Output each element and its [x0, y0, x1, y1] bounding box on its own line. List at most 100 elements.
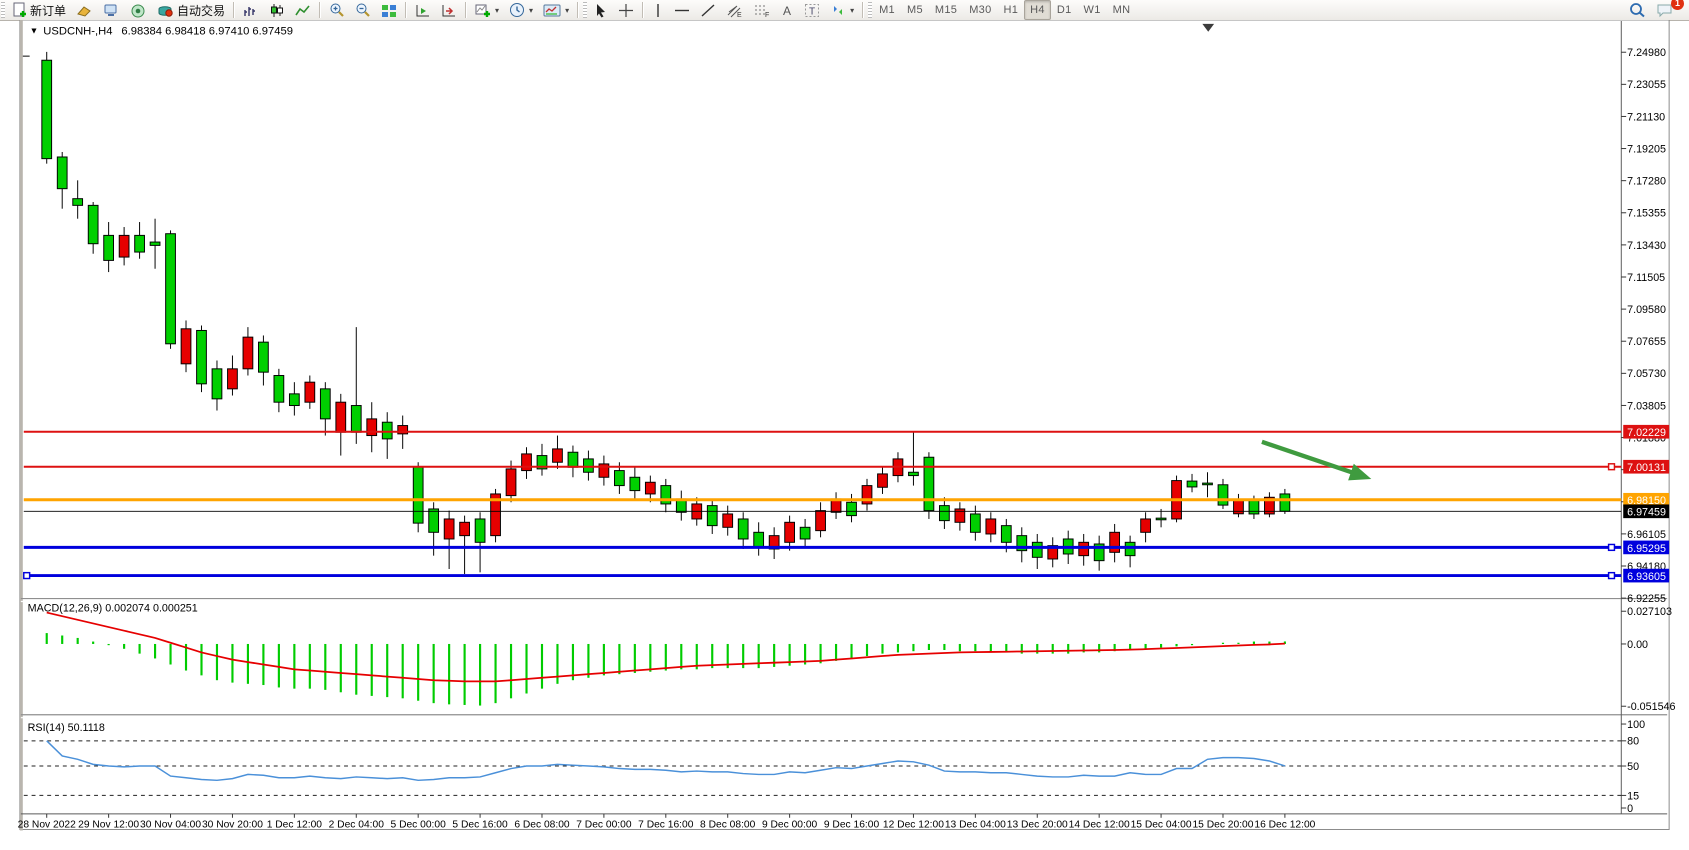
toolbar-drag-handle[interactable] — [868, 2, 873, 18]
price-tick-label: 7.17280 — [1627, 176, 1666, 188]
time-tick-label: 13 Dec 04:00 — [945, 820, 1006, 831]
candle — [939, 505, 950, 522]
timeframe-w1-button[interactable]: W1 — [1083, 4, 1101, 16]
indicators-button[interactable]: ▾ — [470, 0, 504, 20]
candle — [660, 485, 672, 505]
toolbar-separator — [642, 2, 645, 18]
candle — [1279, 493, 1291, 512]
trend-arrow-head[interactable] — [1348, 463, 1372, 481]
line-handle[interactable] — [1607, 543, 1616, 552]
chart-canvas[interactable]: ▼ USDCNH-,H4 6.98384 6.98418 6.97410 6.974… — [0, 20, 1689, 850]
chart-quote-line: 6.98384 6.98418 6.97410 6.97459 — [121, 26, 293, 38]
price-level-badge — [1623, 568, 1670, 583]
text-button[interactable]: A — [775, 0, 799, 20]
toolbar-drag-handle[interactable] — [1, 2, 5, 18]
toolbar-separator — [577, 2, 580, 18]
vertical-line-button[interactable] — [647, 0, 669, 20]
arrows-dropdown-caret[interactable]: ▾ — [850, 5, 855, 15]
chart-shift-button[interactable] — [436, 0, 462, 20]
periods-dropdown-caret[interactable]: ▾ — [529, 5, 534, 15]
equidistant-channel-button[interactable]: E — [721, 0, 748, 20]
candle — [1078, 541, 1090, 557]
auto-scroll-button[interactable] — [410, 0, 436, 20]
price-tick-label: 7.09580 — [1627, 304, 1666, 316]
price-tick-label: 6.92255 — [1627, 593, 1666, 605]
candle — [1047, 545, 1059, 560]
toolbar-drag-handle[interactable] — [583, 2, 588, 18]
clock-icon — [510, 3, 525, 17]
arrows-button[interactable]: ▾ — [825, 0, 859, 20]
zoom-out-button[interactable] — [350, 0, 376, 20]
candlestick-chart-button[interactable] — [264, 0, 290, 20]
time-tick-label: 12 Dec 12:00 — [883, 820, 944, 831]
chart-shift-marker[interactable] — [1202, 23, 1215, 32]
price-level-badge — [1623, 540, 1670, 555]
tile-windows-button[interactable] — [376, 0, 402, 20]
horizontal-line-button[interactable] — [669, 0, 695, 20]
line-handle[interactable] — [23, 571, 31, 580]
autotrading-icon — [158, 5, 173, 17]
new-order-button[interactable]: 新订单 — [6, 0, 71, 20]
equidistant-channel-icon: E — [727, 5, 742, 18]
rsi-tick-label: 80 — [1627, 736, 1639, 748]
candle — [753, 531, 765, 548]
profiles-icon — [77, 5, 91, 17]
candle — [815, 510, 826, 532]
templates-button[interactable]: ▾ — [538, 0, 574, 20]
cursor-button[interactable] — [588, 0, 613, 20]
new-order-label: 新订单 — [30, 3, 67, 18]
templates-dropdown-caret[interactable]: ▾ — [565, 5, 570, 15]
signals-button[interactable] — [125, 0, 152, 20]
autotrading-button[interactable]: 自动交易 — [152, 0, 230, 20]
profiles-button[interactable] — [71, 0, 98, 20]
metaeditor-button[interactable] — [98, 0, 125, 20]
periods-button[interactable]: ▾ — [504, 0, 538, 20]
timeframe-m30-button[interactable]: M30 — [969, 4, 992, 16]
time-tick-label: 7 Dec 16:00 — [638, 820, 694, 831]
bar-chart-button[interactable] — [238, 0, 264, 20]
line-handle[interactable] — [1607, 463, 1616, 471]
candle — [877, 473, 888, 488]
time-tick-label: 5 Dec 00:00 — [391, 820, 447, 831]
indicators-dropdown-caret[interactable]: ▾ — [495, 5, 500, 15]
candle — [908, 471, 919, 477]
time-tick-label: 30 Nov 04:00 — [140, 820, 201, 831]
timeframe-m5-button[interactable]: M5 — [906, 4, 923, 16]
timeframe-m15-button[interactable]: M15 — [934, 4, 958, 16]
toolbar-separator — [233, 2, 236, 18]
timeframe-d1-button[interactable]: D1 — [1056, 4, 1072, 16]
toolbar-separator — [405, 2, 408, 18]
svg-text:E: E — [737, 12, 742, 18]
candle — [1155, 517, 1167, 521]
time-tick-label: 29 Nov 12:00 — [78, 820, 139, 831]
timeframe-h1-button[interactable]: H1 — [1003, 4, 1019, 16]
text-label-button[interactable]: T — [799, 0, 825, 20]
candle — [474, 518, 486, 543]
candle — [1000, 525, 1012, 543]
price-tick-label: 7.23055 — [1627, 79, 1666, 91]
chart-background — [19, 20, 1670, 831]
line-chart-button[interactable] — [290, 0, 316, 20]
time-tick-label: 15 Dec 20:00 — [1192, 820, 1253, 831]
time-tick-label: 1 Dec 12:00 — [267, 820, 323, 831]
candle — [784, 521, 795, 543]
candle — [459, 521, 470, 537]
rsi-tick-label: 50 — [1627, 761, 1639, 773]
crosshair-button[interactable] — [613, 0, 639, 20]
line-handle[interactable] — [1607, 571, 1616, 580]
timeframe-mn-button[interactable]: MN — [1112, 4, 1131, 16]
fibonacci-icon: F — [755, 5, 769, 18]
new-order-icon — [13, 2, 26, 17]
candle — [1031, 541, 1043, 558]
timeframe-m1-button[interactable]: M1 — [879, 4, 895, 16]
search-button[interactable] — [1624, 0, 1651, 20]
fibonacci-button[interactable]: F — [748, 0, 775, 20]
zoom-in-button[interactable] — [324, 0, 350, 20]
trend-arrow-shaft[interactable] — [1261, 439, 1356, 476]
chat-button[interactable]: 1 — [1651, 0, 1684, 20]
timeframe-h4-button[interactable]: H4 — [1024, 0, 1051, 20]
trendline-button[interactable] — [695, 0, 721, 20]
candle — [381, 421, 393, 440]
candle — [552, 448, 563, 463]
